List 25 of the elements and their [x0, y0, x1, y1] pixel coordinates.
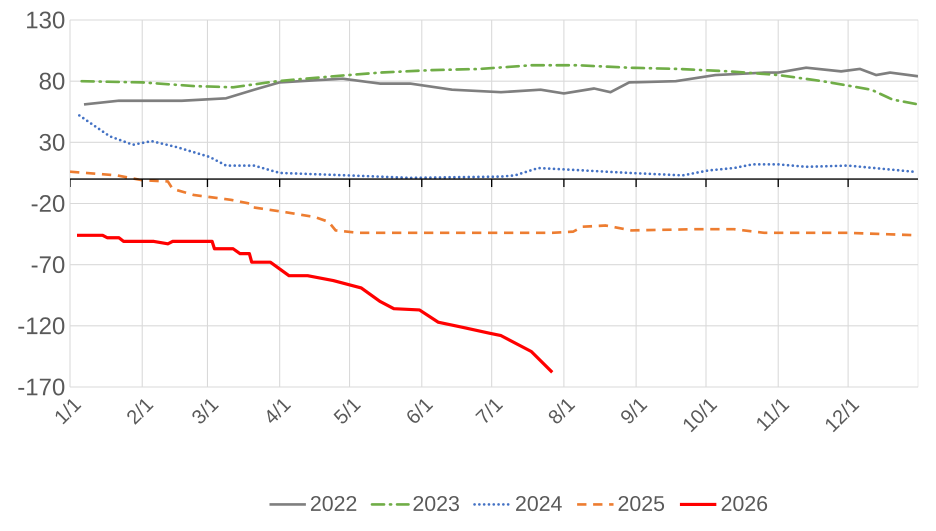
x-tick-label: 1/1 [56, 399, 82, 424]
legend-label: 2022 [310, 496, 356, 512]
x-tick-label: 3/1 [192, 399, 219, 424]
x-tick-label: 12/1 [826, 399, 860, 432]
legend-label: 2025 [618, 496, 664, 512]
y-tick-label: 30 [40, 134, 64, 151]
x-tick-label: 9/1 [621, 399, 648, 424]
y-tick-label: -70 [32, 256, 64, 274]
line-series [75, 234, 554, 374]
legend-label: 2024 [516, 496, 562, 512]
y-tick-label: 80 [40, 72, 64, 90]
x-tick-label: 5/1 [333, 399, 362, 424]
y-tick-label: -170 [18, 378, 64, 396]
x-tick-label: 10/1 [684, 399, 718, 432]
x-tick-label: 2/1 [127, 399, 154, 425]
y-tick-label: -20 [32, 194, 64, 212]
x-tick-label: 7/1 [475, 399, 504, 423]
x-tick-label: 6/1 [407, 399, 434, 423]
legend-label: 2023 [414, 496, 459, 512]
legend-label: 2026 [722, 496, 768, 512]
x-tick-label: 4/1 [267, 399, 292, 423]
x-tick-label: 11/1 [757, 399, 790, 432]
y-tick-label: -120 [18, 317, 64, 334]
y-tick-label: 130 [27, 11, 64, 28]
x-tick-label: 8/1 [548, 399, 576, 424]
